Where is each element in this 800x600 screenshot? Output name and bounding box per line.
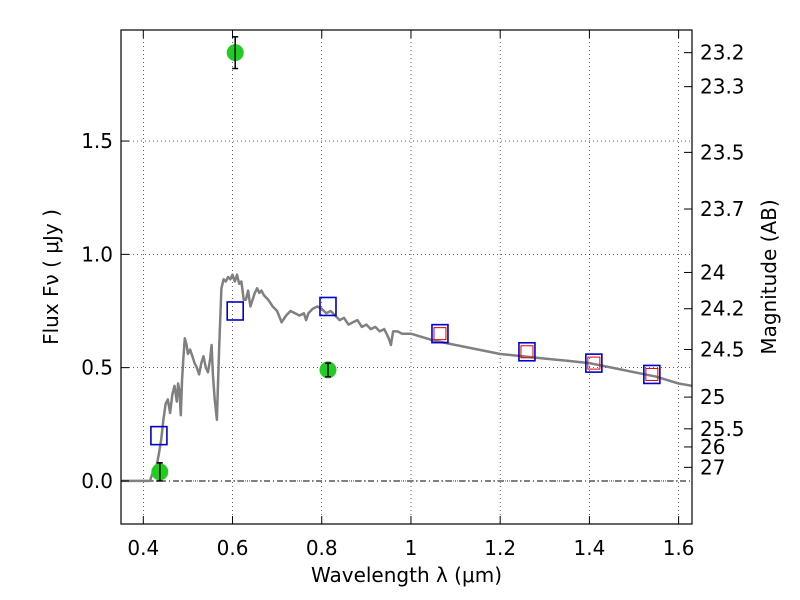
y2-tick-label: 25: [700, 385, 725, 409]
y2-tick-label: 25.5: [700, 417, 745, 441]
model-photometry-inner-square: [433, 327, 447, 341]
model-photometry-square: [518, 341, 536, 362]
model-photometry-square: [319, 296, 337, 317]
y-tick-label: 0.5: [81, 356, 113, 380]
x-axis-label: Wavelength λ (μm): [311, 563, 502, 587]
y2-tick-label: 23.3: [700, 75, 745, 99]
y-axis-label: Flux Fν ( μJy ): [39, 209, 63, 345]
model-photometry-inner-square: [587, 356, 601, 370]
y2-tick-label: 23.2: [700, 41, 745, 65]
x-tick-label: 0.6: [217, 536, 249, 560]
observed-flux-layer: [151, 36, 337, 482]
x-tick-label: 1.6: [663, 536, 695, 560]
y-tick-label: 1.0: [81, 242, 113, 266]
model-photometry-square: [226, 301, 244, 321]
y2-axis-label: Magnitude (AB): [757, 199, 781, 354]
y2-tick-label: 23.7: [700, 197, 745, 221]
tick-labels: 0.4 0.6 0.8 1 1.2 1.4 1.6 0.0 0.5 1.0 1.5 23.2 23.3 2…: [81, 41, 744, 560]
x-tick-label: 1.4: [573, 536, 605, 560]
model-photometry-square: [431, 323, 449, 344]
model-photometry-square: [643, 364, 661, 385]
model-spectrum-line: [121, 273, 693, 483]
y2-tick-label: 26: [700, 435, 725, 459]
y2-tick-label: 24: [700, 260, 725, 284]
x-tick-label: 0.8: [306, 536, 338, 560]
y2-tick-label: 27: [700, 455, 725, 479]
model-photometry-square: [150, 425, 168, 446]
y2-tick-label: 23.5: [700, 140, 745, 164]
y2-tick-label: 24.2: [700, 297, 745, 321]
y2-tick-label: 24.5: [700, 338, 745, 362]
model-photometry-inner-square: [520, 345, 534, 359]
x-tick-label: 0.4: [127, 536, 159, 560]
model-photometry-inner-square: [645, 367, 659, 381]
plot-frame: [120, 29, 693, 525]
grid: [121, 30, 692, 524]
model-photometry-square: [585, 353, 603, 373]
x-tick-label: 1.2: [484, 536, 516, 560]
x-tick-label: 1: [405, 536, 418, 560]
model-spectrum-layer: [121, 273, 693, 483]
ticks: [121, 30, 692, 524]
model-photometry-layer: [150, 296, 661, 446]
y-tick-label: 1.5: [81, 129, 113, 153]
y-tick-label: 0.0: [81, 469, 113, 493]
